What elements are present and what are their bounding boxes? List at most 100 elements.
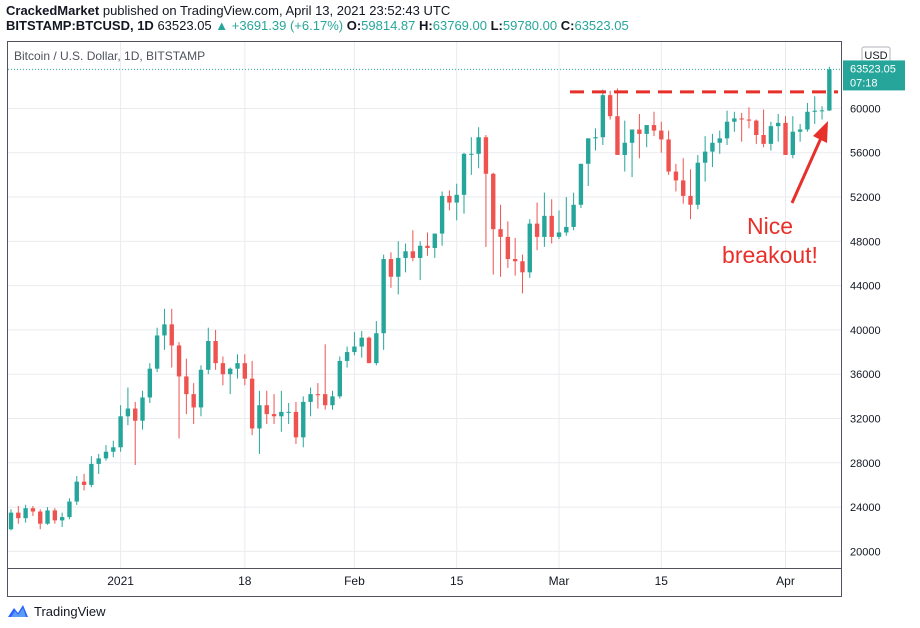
candle bbox=[439, 191, 445, 246]
candle-body bbox=[198, 369, 204, 408]
close-value: 63523.05 bbox=[574, 18, 629, 33]
candle-body bbox=[184, 376, 189, 395]
candle bbox=[695, 154, 701, 210]
candle-body bbox=[264, 405, 269, 415]
candle-body bbox=[359, 337, 364, 347]
candle bbox=[483, 135, 489, 247]
candle-body bbox=[103, 451, 109, 459]
candle-body bbox=[783, 122, 788, 155]
candle bbox=[249, 360, 255, 436]
candle bbox=[644, 125, 649, 148]
candle bbox=[59, 512, 65, 528]
candle bbox=[607, 90, 613, 120]
candle bbox=[629, 129, 635, 178]
candle bbox=[67, 498, 72, 520]
candle-body bbox=[52, 510, 58, 521]
candle-body bbox=[315, 394, 321, 396]
candle bbox=[16, 505, 21, 524]
grid-lines bbox=[8, 42, 841, 568]
candle-body bbox=[651, 125, 657, 131]
candle-body bbox=[279, 411, 284, 417]
candle-body bbox=[74, 481, 79, 502]
price-change: ▲ +3691.39 (+6.17%) bbox=[215, 18, 344, 33]
publisher-name[interactable]: CrackedMarket bbox=[6, 3, 100, 18]
candle-body bbox=[476, 137, 481, 154]
candle-body bbox=[439, 195, 445, 234]
candle-body bbox=[637, 129, 642, 134]
low-value: 59780.00 bbox=[502, 18, 558, 33]
price-tick-label: 32000 bbox=[850, 414, 881, 426]
candle-body bbox=[59, 517, 65, 521]
candle-body bbox=[403, 251, 408, 258]
candle bbox=[264, 390, 269, 425]
candle bbox=[491, 172, 496, 275]
candle-body bbox=[498, 229, 503, 237]
price-tick-label: 44000 bbox=[850, 281, 881, 293]
time-axis[interactable]: 2021 18 Feb 15 Mar 15 Apr bbox=[107, 574, 795, 588]
candle-body bbox=[352, 346, 357, 353]
candle-body bbox=[374, 333, 379, 364]
candle-body bbox=[89, 463, 94, 485]
published-text: published on TradingView.com, April 13, … bbox=[102, 3, 451, 18]
candle bbox=[783, 116, 788, 155]
tradingview-logo-icon bbox=[8, 605, 28, 617]
candle bbox=[710, 133, 715, 168]
open-label: O: bbox=[346, 18, 362, 33]
candle bbox=[191, 383, 196, 425]
candle bbox=[637, 113, 642, 159]
publish-info: CrackedMarket published on TradingView.c… bbox=[6, 3, 450, 18]
candle bbox=[454, 183, 459, 221]
price-tick-label: 24000 bbox=[850, 502, 881, 514]
time-tick-label: 15 bbox=[655, 574, 669, 588]
open-value: 59814.87 bbox=[361, 18, 416, 33]
candle-body bbox=[629, 129, 635, 143]
candle-body bbox=[118, 416, 123, 448]
price-axis[interactable]: 20000 24000 28000 32000 36000 40000 44000 48000… bbox=[850, 103, 881, 558]
time-tick-label: 2021 bbox=[107, 574, 134, 588]
candle-body bbox=[527, 223, 532, 273]
candle bbox=[198, 365, 204, 417]
candle-body bbox=[454, 194, 459, 203]
candle bbox=[739, 112, 744, 142]
candle bbox=[651, 111, 657, 137]
candle-body bbox=[688, 195, 693, 205]
candle-body bbox=[154, 335, 160, 369]
candle bbox=[593, 128, 598, 151]
candle bbox=[476, 127, 481, 169]
price-tick-label: 52000 bbox=[850, 192, 881, 204]
candle bbox=[447, 190, 452, 211]
candle-body bbox=[111, 447, 116, 452]
price-tick-label: 36000 bbox=[850, 369, 881, 381]
annotation-line-2: breakout! bbox=[722, 242, 818, 268]
candle-body bbox=[425, 245, 430, 248]
candle-body bbox=[30, 508, 36, 512]
candle bbox=[162, 308, 167, 350]
candle bbox=[118, 405, 123, 452]
candle-body bbox=[45, 510, 50, 524]
time-tick-label: Apr bbox=[776, 574, 795, 588]
candle bbox=[322, 344, 328, 410]
candle bbox=[754, 119, 759, 144]
candle bbox=[169, 308, 174, 368]
candle-body bbox=[549, 215, 554, 237]
annotation-line-1: Nice bbox=[747, 213, 793, 239]
candle bbox=[761, 109, 766, 148]
candle-body bbox=[169, 324, 174, 346]
price-tick-label: 56000 bbox=[850, 148, 881, 160]
candle bbox=[461, 152, 467, 214]
candle-body bbox=[571, 204, 576, 227]
candle bbox=[666, 130, 671, 175]
candle bbox=[140, 390, 145, 430]
candle bbox=[242, 354, 248, 386]
candle bbox=[673, 163, 679, 192]
footer-brand[interactable]: TradingView bbox=[7, 603, 106, 619]
footer-brand-label: TradingView bbox=[34, 603, 106, 619]
time-tick-label: 18 bbox=[238, 574, 252, 588]
candle bbox=[768, 121, 774, 151]
candle bbox=[564, 197, 569, 236]
candle bbox=[147, 363, 153, 404]
candle bbox=[578, 163, 584, 209]
candle-body bbox=[768, 126, 774, 144]
symbol-label: BITSTAMP:BTCUSD, 1D bbox=[6, 18, 154, 33]
